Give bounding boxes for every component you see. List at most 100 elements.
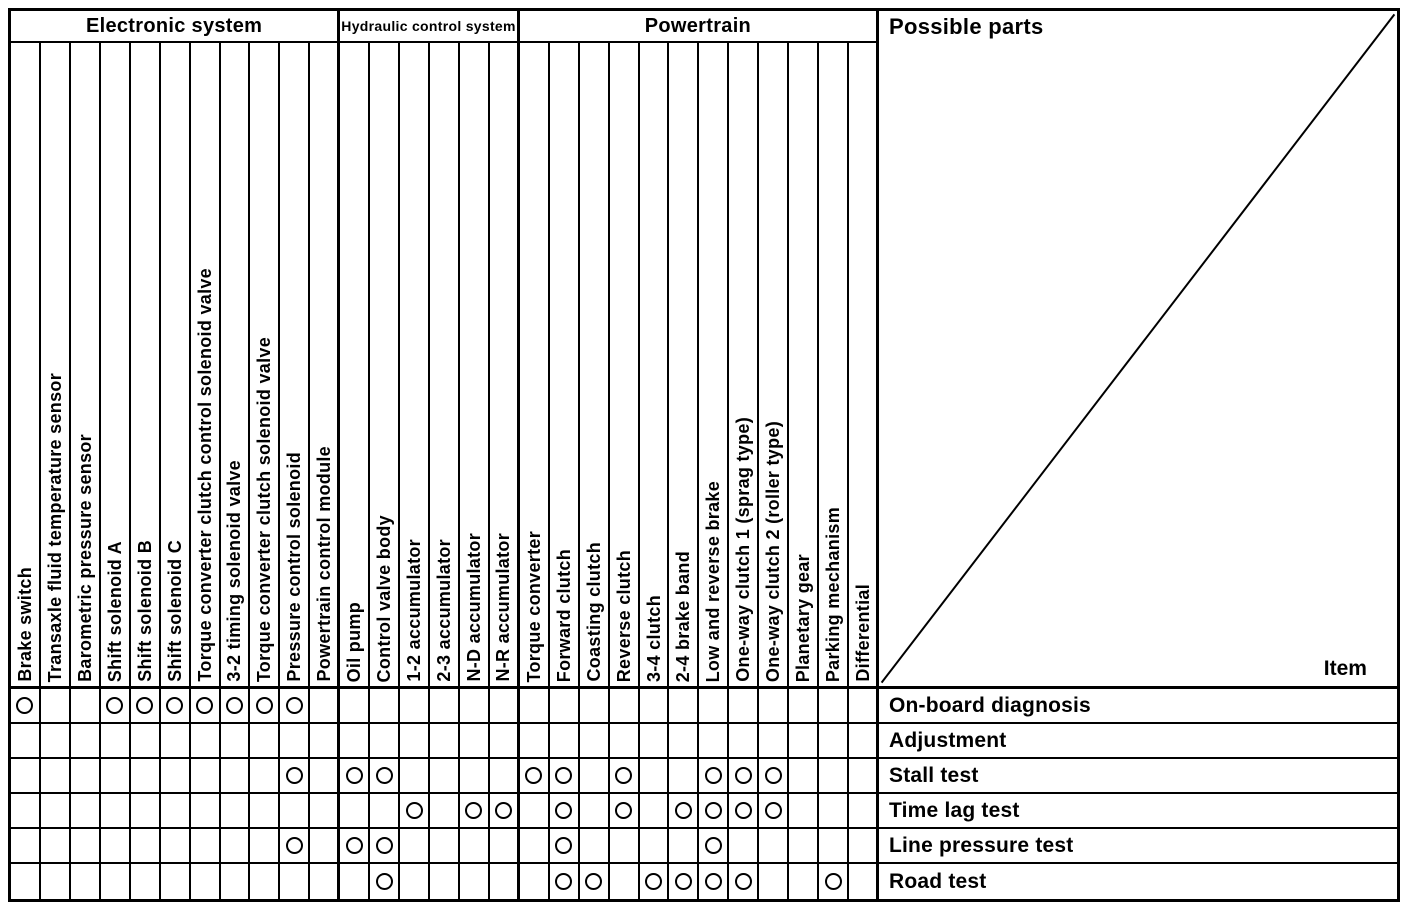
part-column-parking-mechanism: Parking mechanism <box>819 43 850 689</box>
matrix-cell <box>310 724 341 759</box>
matrix-cell <box>489 829 520 864</box>
matrix-cell <box>190 829 221 864</box>
part-label: Reverse clutch <box>613 549 634 682</box>
matrix-cell <box>130 724 161 759</box>
mark-circle <box>734 802 752 819</box>
matrix-cell <box>519 759 550 794</box>
mark-circle <box>494 802 512 819</box>
part-label: Planetary gear <box>793 553 814 682</box>
mark-circle <box>615 767 633 784</box>
matrix-cell <box>370 759 401 794</box>
matrix-cell <box>400 689 431 724</box>
matrix-cell <box>280 759 311 794</box>
matrix-cell <box>579 689 610 724</box>
matrix-cell <box>130 829 161 864</box>
matrix-cell <box>310 864 341 899</box>
matrix-cell <box>220 689 251 724</box>
mark-circle <box>465 802 483 819</box>
matrix-cell <box>370 689 401 724</box>
matrix-cell <box>849 724 879 759</box>
item-row-label-adjustment: Adjustment <box>878 724 1397 759</box>
mark-circle <box>674 802 692 819</box>
matrix-cell <box>130 794 161 829</box>
part-column-coasting-clutch: Coasting clutch <box>579 43 610 689</box>
matrix-cell <box>699 794 730 829</box>
matrix-cell <box>40 759 71 794</box>
matrix-cell <box>579 724 610 759</box>
matrix-cell <box>669 794 700 829</box>
part-label: Transaxle fluid temperature sensor <box>44 372 65 682</box>
matrix-cell <box>849 864 879 899</box>
mark-circle <box>106 697 124 714</box>
mark-circle <box>375 873 393 890</box>
matrix-cell <box>519 829 550 864</box>
part-column-n-d-accumulator: N-D accumulator <box>459 43 490 689</box>
part-label: Oil pump <box>344 601 365 682</box>
part-column-3-4-clutch: 3-4 clutch <box>639 43 670 689</box>
part-column-one-way-clutch-1-sprag-type: One-way clutch 1 (sprag type) <box>729 43 760 689</box>
matrix-cell <box>430 794 460 829</box>
matrix-cell <box>370 794 401 829</box>
matrix-cell <box>489 689 520 724</box>
matrix-cell <box>789 864 820 899</box>
matrix-cell <box>190 689 221 724</box>
part-label: Shift solenoid C <box>164 540 185 682</box>
matrix-cell <box>489 794 520 829</box>
matrix-cell <box>11 724 41 759</box>
matrix-cell <box>400 724 431 759</box>
part-label: N-D accumulator <box>463 533 484 682</box>
part-column-torque-converter: Torque converter <box>519 43 550 689</box>
matrix-cell <box>310 689 341 724</box>
matrix-cell <box>370 829 401 864</box>
matrix-cell <box>11 864 41 899</box>
matrix-cell <box>729 864 760 899</box>
mark-circle <box>285 697 303 714</box>
matrix-cell <box>220 829 251 864</box>
matrix-cell <box>639 759 670 794</box>
part-column-forward-clutch: Forward clutch <box>549 43 580 689</box>
part-column-low-and-reverse-brake: Low and reverse brake <box>699 43 730 689</box>
matrix-cell <box>549 829 580 864</box>
matrix-cell <box>789 829 820 864</box>
matrix-cell <box>430 864 460 899</box>
part-label: Differential <box>852 584 873 682</box>
mark-circle <box>734 873 752 890</box>
mark-circle <box>645 873 662 890</box>
matrix-cell <box>729 724 760 759</box>
mark-circle <box>555 837 573 854</box>
matrix-cell <box>11 689 41 724</box>
part-label: Control valve body <box>374 514 395 682</box>
matrix-cell <box>250 864 281 899</box>
part-label: Forward clutch <box>553 548 574 682</box>
part-label: Shift solenoid B <box>134 540 155 682</box>
part-label: Pressure control solenoid <box>284 452 305 682</box>
matrix-cell <box>370 724 401 759</box>
matrix-cell <box>70 724 101 759</box>
mark-circle <box>704 873 722 890</box>
diagonal-divider-line <box>879 11 1397 686</box>
matrix-cell <box>400 829 431 864</box>
matrix-cell <box>519 724 550 759</box>
matrix-cell <box>220 724 251 759</box>
part-column-differential: Differential <box>849 43 879 689</box>
part-label: Torque converter clutch solenoid valve <box>254 336 275 682</box>
matrix-cell <box>100 724 131 759</box>
matrix-cell <box>699 829 730 864</box>
item-row-label-stall-test: Stall test <box>878 759 1397 794</box>
mark-circle <box>16 697 34 714</box>
mark-circle <box>375 767 393 784</box>
matrix-cell <box>130 759 161 794</box>
matrix-cell <box>220 794 251 829</box>
matrix-cell <box>819 794 850 829</box>
matrix-cell <box>639 794 670 829</box>
matrix-cell <box>549 794 580 829</box>
part-column-reverse-clutch: Reverse clutch <box>609 43 640 689</box>
part-column-torque-converter-clutch-solenoid-valve: Torque converter clutch solenoid valve <box>250 43 281 689</box>
mark-circle <box>585 873 603 890</box>
part-column-oil-pump: Oil pump <box>340 43 371 689</box>
mark-circle <box>704 837 722 854</box>
part-column-n-r-accumulator: N-R accumulator <box>489 43 520 689</box>
matrix-cell <box>71 864 101 899</box>
matrix-cell <box>819 864 850 899</box>
